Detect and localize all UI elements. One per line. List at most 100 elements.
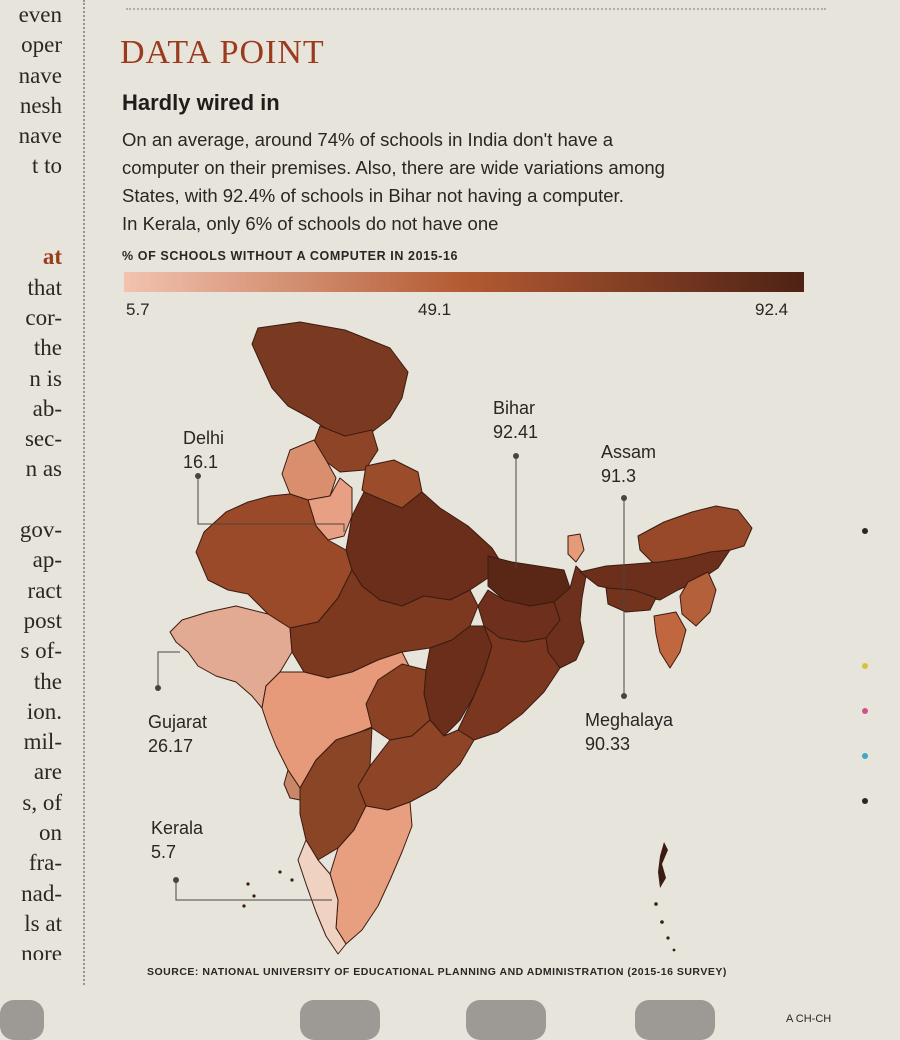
island-dot [252,894,256,898]
binding-hole [635,1000,715,1040]
delhi-leader-line [197,476,345,532]
adjacent-column-line: nave [18,123,62,149]
callout-name: Bihar [493,398,536,418]
island-dot [660,920,664,924]
adjacent-column-line: ls at [24,910,62,936]
adjacent-column-line: on [39,820,62,846]
registration-dot [862,753,868,759]
adjacent-column-line: n is [29,365,62,391]
callout-name: Gujarat [148,712,208,732]
scale-title: % OF SCHOOLS WITHOUT A COMPUTER IN 2015-… [122,249,459,263]
leader-dot [155,685,161,691]
scale-max-label: 92.4 [755,300,789,319]
scale-min-label: 5.7 [126,300,150,319]
registration-dot [862,798,868,804]
adjacent-column-line: s, of [22,789,62,815]
callout-name: Kerala [151,818,204,838]
section-kicker: DATA POINT [120,34,325,71]
callout-gujarat: Gujarat 26.17 [148,710,207,758]
deck-paragraph: On an average, around 74% of schools in … [122,126,822,238]
leader-dots [155,453,627,883]
adjacent-column-line: that [27,274,63,300]
adjacent-column-line: at [42,244,62,270]
leader-dot [621,495,627,501]
binding-hole [0,1000,44,1040]
color-scale-bar [124,272,804,292]
island-dot [654,902,658,906]
callout-value: 16.1 [183,452,219,472]
adjacent-column-line: fra- [28,850,62,876]
callout-value: 5.7 [151,842,177,862]
adjacent-column-line: n as [25,456,62,482]
top-dotted-rule [126,0,826,10]
adjacent-column-line: nave [18,62,62,88]
adjacent-column-line: the [33,668,62,694]
callout-kerala: Kerala 5.7 [151,816,203,864]
binding-hole [466,1000,546,1040]
page-tag: A CH-CH [786,1013,832,1025]
deck-line: In Kerala, only 6% of schools do not hav… [122,213,499,234]
adjacent-column-line: t to [31,153,62,179]
adjacent-column-line: nore [21,941,62,960]
adjacent-column-line: nad- [21,880,62,906]
callout-name: Assam [601,442,657,462]
callout-bihar: Bihar 92.41 [493,396,538,444]
deck-line: computer on their premises. Also, there … [122,157,665,178]
island-dot [242,904,246,908]
map-svg [155,321,753,955]
region-uttar-pradesh [345,491,503,607]
registration-dot [862,708,868,714]
leader-dot [195,473,201,479]
adjacent-column-line: nesh [19,92,62,118]
island-dot [666,936,670,940]
island-dot [246,882,250,886]
adjacent-column-line: sec- [24,426,62,452]
callout-value: 92.41 [493,422,539,442]
island-marks [242,842,676,952]
adjacent-column-line: even [18,2,62,27]
callout-name: Meghalaya [585,710,674,730]
leader-dot [173,877,179,883]
region-andhra-pradesh [357,719,475,811]
island-dot [290,878,294,882]
region-arunachal-pradesh [637,505,753,569]
leader-dot [621,693,627,699]
adjacent-column-text: even oper nave nesh nave t to at that cor-the n i… [0,0,68,960]
india-choropleth-map [140,300,840,980]
callout-assam: Assam 91.3 [601,440,656,488]
callout-value: 26.17 [148,736,194,756]
leader-dot [513,453,519,459]
adjacent-column-line: the [33,335,62,361]
callout-delhi: Delhi 16.1 [183,426,224,474]
adjacent-column-line: post [23,607,62,633]
island-dot [672,948,676,952]
region-goa [283,769,301,801]
adjacent-column-line: ract [27,577,62,603]
callout-value: 91.3 [601,466,637,486]
adjacent-column-line: ap- [32,547,62,573]
scale-mid-label: 49.1 [418,300,452,319]
binding-hole [300,1000,380,1040]
adjacent-column-line: oper [21,32,62,58]
region-jammu-kashmir [251,321,409,439]
registration-dot [862,528,868,534]
region-kerala [297,839,347,955]
source-credit: SOURCE: NATIONAL UNIVERSITY OF EDUCATION… [147,966,727,978]
region-sikkim [567,533,585,563]
region-odisha [457,625,561,741]
kerala-leader-line [175,880,332,901]
adjacent-column-line: cor- [25,304,62,330]
callout-meghalaya: Meghalaya 90.33 [585,708,673,756]
region-tripura-mizoram [653,611,687,669]
adjacent-column-line [0,485,68,515]
adjacent-column-line [0,212,68,242]
gujarat-leader-line [157,651,180,688]
region-nagaland-manipur [679,571,717,627]
callout-value: 90.33 [585,734,631,754]
registration-dot [862,663,868,669]
adjacent-column-line: s of- [20,638,62,664]
deck-line: On an average, around 74% of schools in … [122,129,614,150]
adjacent-column-line: ion. [26,698,62,724]
adjacent-column-line: are [33,759,62,785]
adjacent-column-line: gov- [19,517,62,543]
